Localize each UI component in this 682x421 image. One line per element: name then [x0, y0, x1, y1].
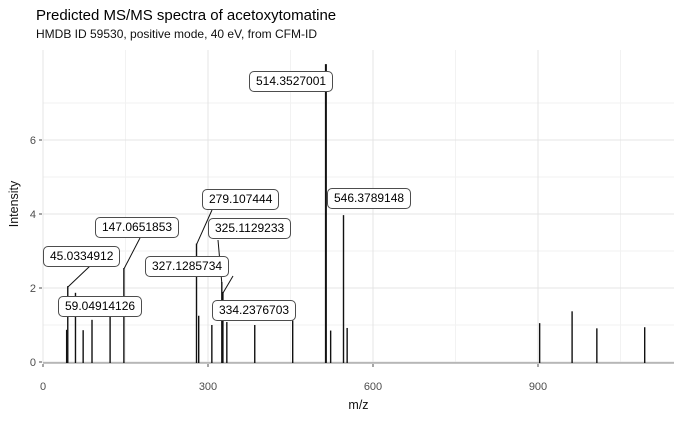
peak-label: 279.107444: [202, 189, 280, 210]
label-leader-line: [196, 209, 213, 245]
label-leader-line: [123, 237, 141, 270]
y-axis-title: Intensity: [7, 180, 21, 228]
label-leader-line: [222, 275, 234, 294]
y-tick-label: 0: [30, 357, 36, 369]
peak-label: 59.04914126: [58, 296, 143, 317]
peak-label: 334.2376703: [212, 300, 297, 321]
peak-label: 45.0334912: [43, 246, 121, 267]
x-tick-label: 600: [364, 381, 382, 393]
peak-label: 546.3789148: [327, 188, 412, 209]
peak-label: 327.1285734: [145, 256, 230, 277]
label-leader-line: [67, 265, 91, 288]
x-tick-label: 900: [529, 381, 547, 393]
page-title: Predicted MS/MS spectra of acetoxytomati…: [36, 7, 337, 24]
x-tick-label: 300: [199, 381, 217, 393]
x-tick-label: 0: [40, 381, 46, 393]
y-tick-label: 4: [30, 209, 36, 221]
y-tick-label: 6: [30, 135, 36, 147]
peak-label: 325.1129233: [208, 218, 292, 239]
peak-label: 514.3527001: [249, 71, 334, 92]
peak-label: 147.0651853: [95, 217, 180, 238]
y-tick-label: 2: [30, 283, 36, 295]
x-axis-title: m/z: [348, 398, 369, 412]
page-subtitle: HMDB ID 59530, positive mode, 40 eV, fro…: [36, 27, 317, 41]
